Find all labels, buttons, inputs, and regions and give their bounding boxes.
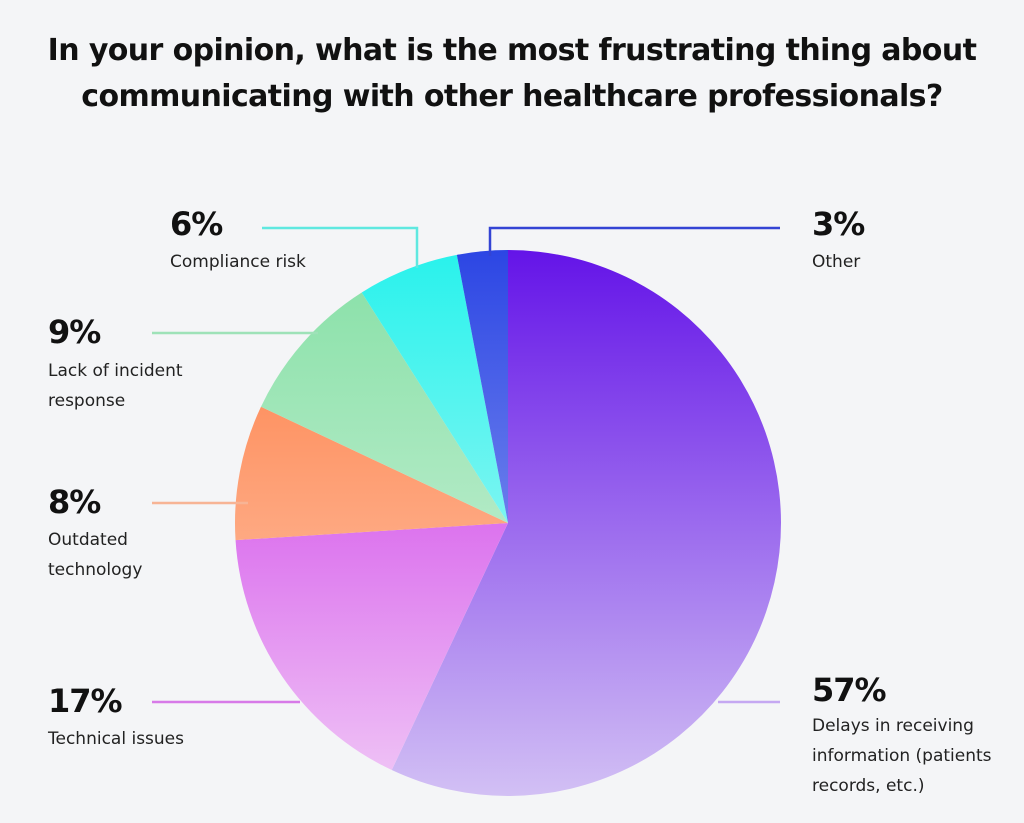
slice-percent-outdated: 8%	[48, 483, 101, 521]
slice-label-compliance: Compliance risk	[170, 247, 306, 277]
slice-label-other: Other	[812, 247, 860, 277]
slice-label-compliance-line-1: Compliance risk	[170, 252, 306, 272]
slice-label-outdated-line-2: technology	[48, 560, 143, 580]
pie-slice-technical	[235, 523, 509, 771]
slice-label-delays: Delays in receiving information (patient…	[812, 711, 992, 801]
slice-label-delays-line-3: records, etc.)	[812, 776, 925, 796]
chart-title-line-2: communicating with other healthcare prof…	[81, 79, 943, 114]
slice-percent-delays: 57%	[812, 671, 887, 709]
slice-percent-other: 3%	[812, 205, 865, 243]
pie-slice-outdated	[235, 406, 508, 541]
slice-label-incident-line-1: Lack of incident	[48, 361, 183, 381]
slice-label-outdated: Outdated technology	[48, 525, 142, 585]
pie-slices	[235, 250, 781, 796]
chart-title: In your opinion, what is the most frustr…	[0, 28, 1024, 120]
leader-line-compliance	[262, 226, 419, 268]
slice-label-delays-line-1: Delays in receiving	[812, 716, 974, 736]
leader-line-other	[488, 226, 780, 256]
pie-slice-other	[456, 250, 508, 523]
slice-label-incident: Lack of incident response	[48, 356, 183, 416]
slice-percent-incident: 9%	[48, 313, 101, 351]
leader-lines	[152, 226, 780, 704]
slice-label-technical-line-1: Technical issues	[48, 729, 184, 749]
slice-label-technical: Technical issues	[48, 724, 184, 754]
slice-percent-technical: 17%	[48, 682, 123, 720]
slice-label-outdated-line-1: Outdated	[48, 530, 128, 550]
slice-label-delays-line-2: information (patients	[812, 746, 992, 766]
slice-percent-compliance: 6%	[170, 205, 223, 243]
slice-label-other-line-1: Other	[812, 252, 861, 272]
pie-slice-delays	[391, 250, 781, 796]
slice-label-incident-line-2: response	[48, 391, 126, 411]
chart-title-line-1: In your opinion, what is the most frustr…	[47, 33, 977, 68]
pie-slice-incident	[260, 292, 508, 523]
pie-slice-compliance	[361, 254, 508, 523]
